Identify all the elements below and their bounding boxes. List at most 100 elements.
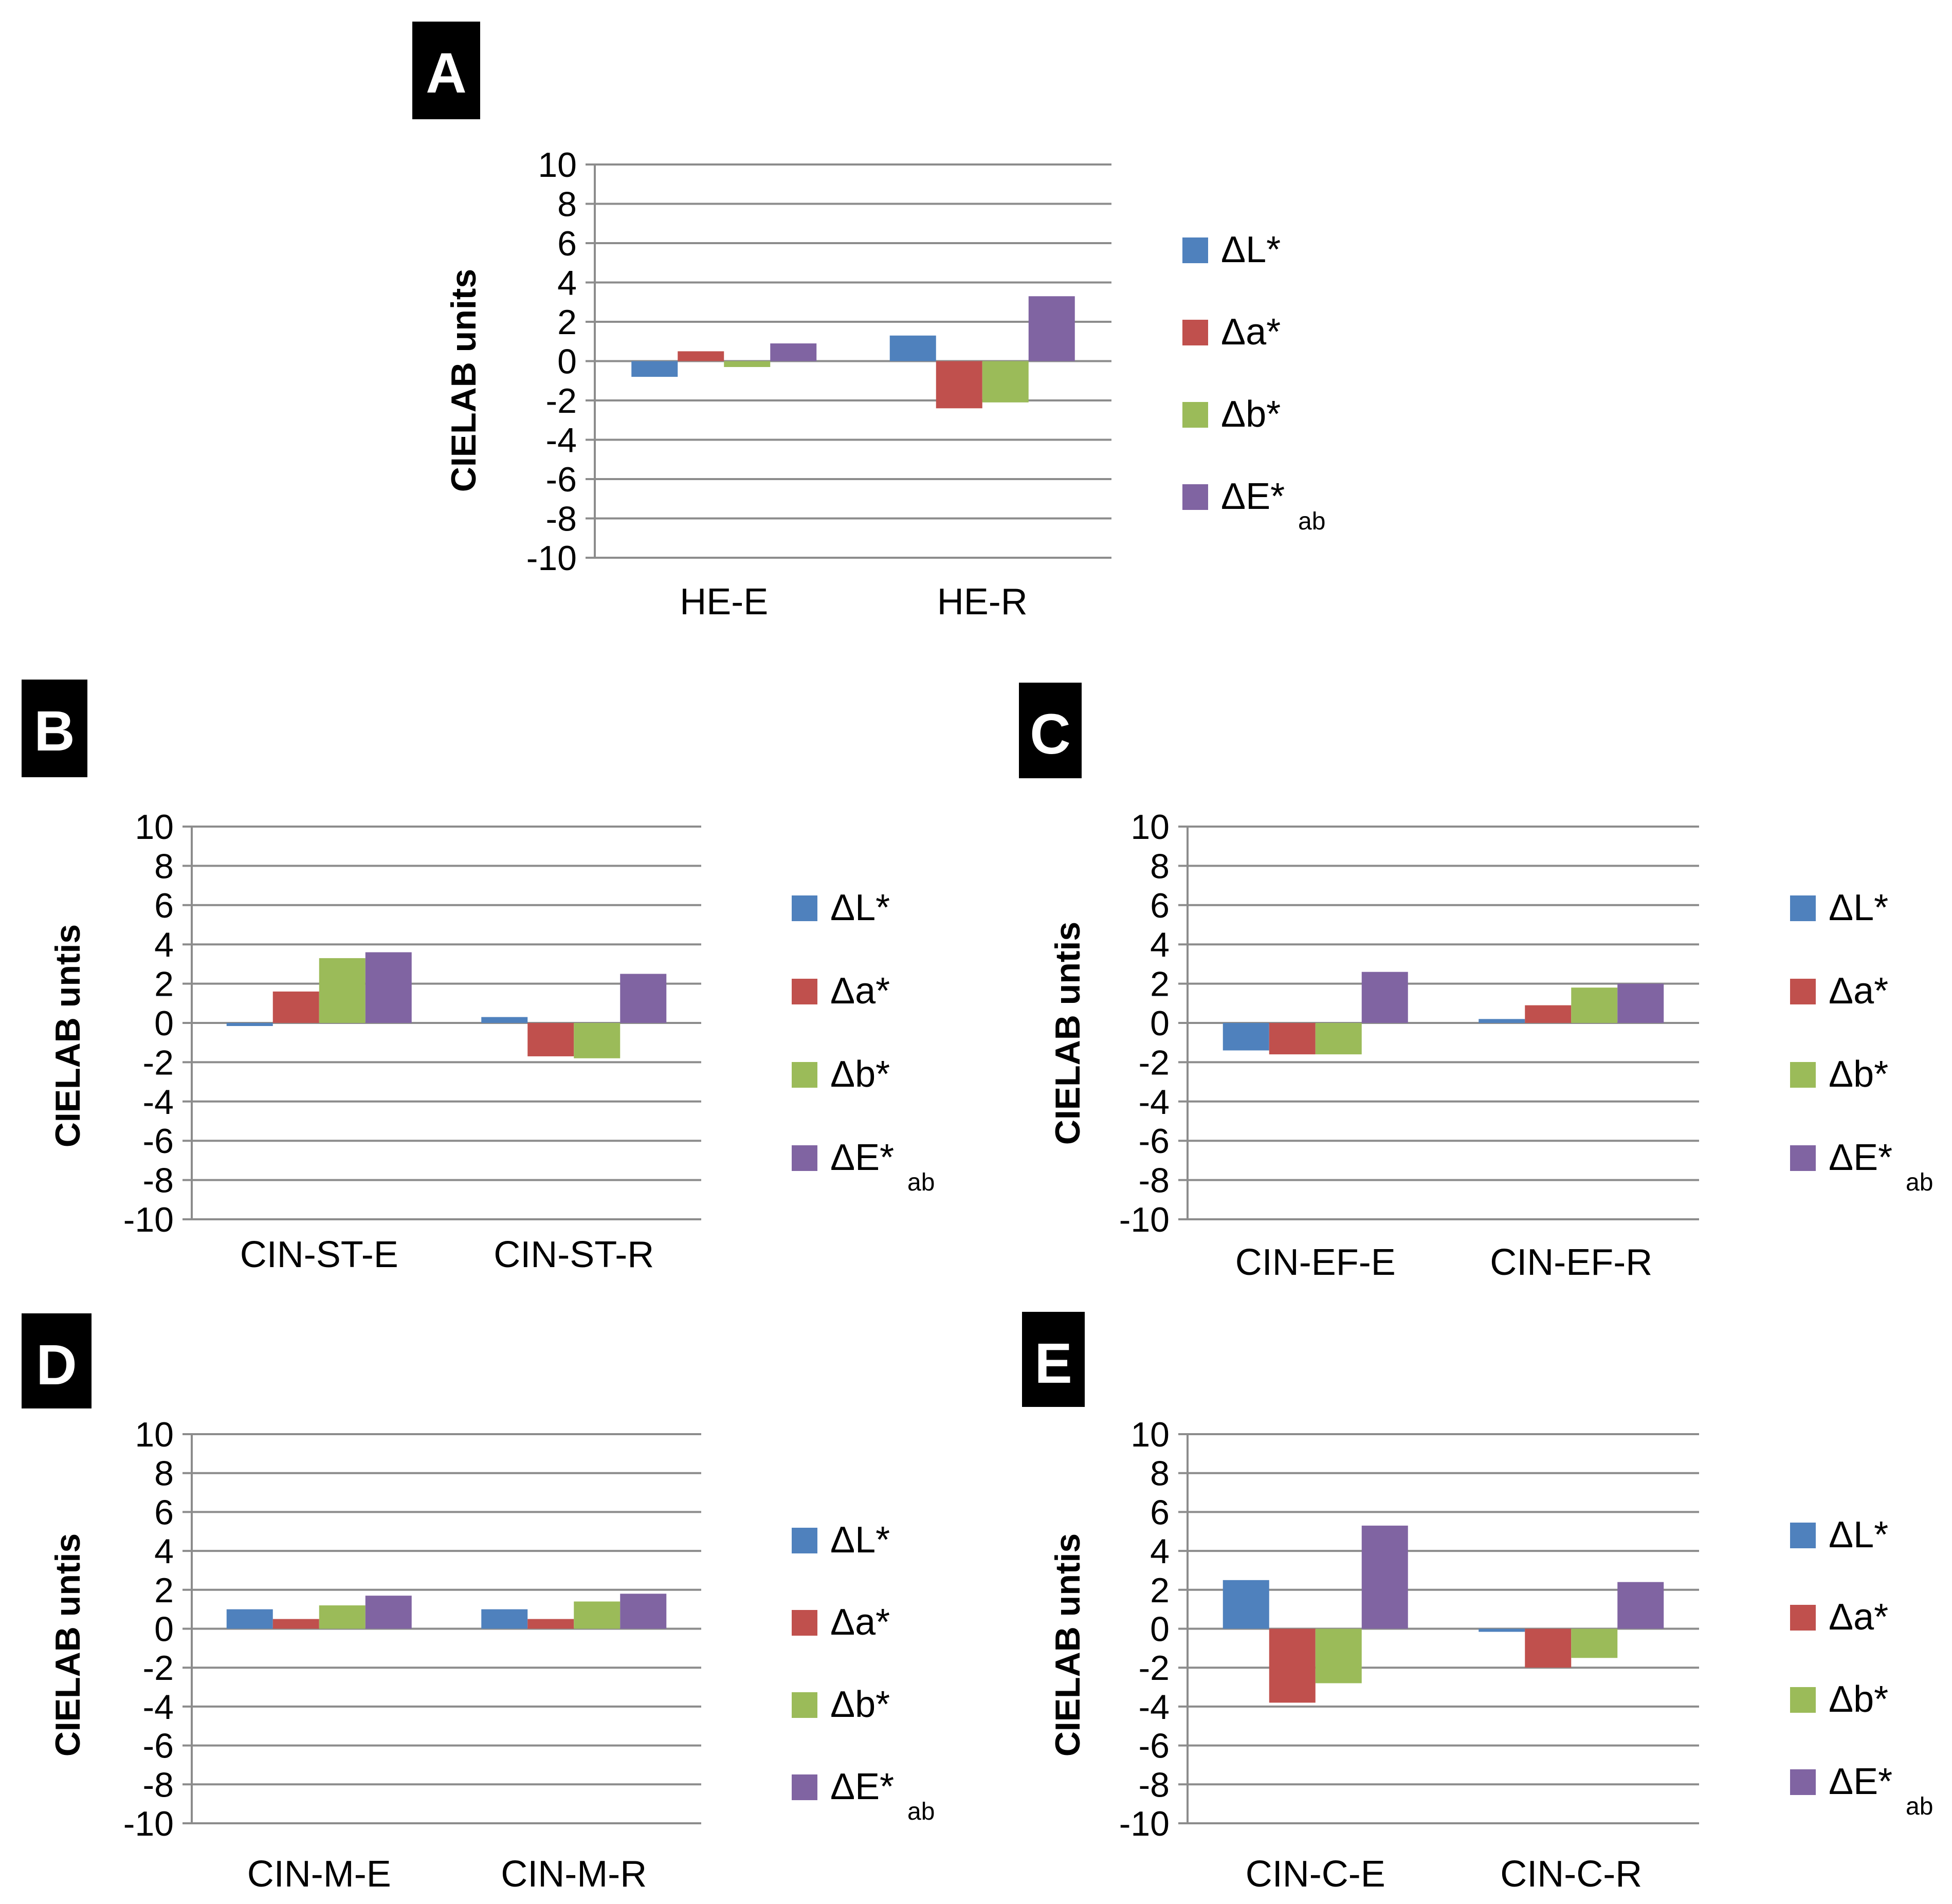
y-tick-label: -8 xyxy=(143,1765,174,1804)
x-category-label: CIN-M-E xyxy=(247,1854,391,1895)
x-category-label: CIN-M-R xyxy=(501,1854,647,1895)
y-tick-label: 6 xyxy=(1150,1493,1170,1532)
y-tick-label: 10 xyxy=(1130,1415,1170,1454)
x-category-label: CIN-EF-R xyxy=(1490,1242,1652,1283)
legend-label-2: Δa* xyxy=(830,1602,890,1643)
bar-cin-ef-e-series-1 xyxy=(1223,1023,1269,1051)
bar-cin-ef-e-series-3 xyxy=(1315,1023,1362,1055)
y-tick-label: -2 xyxy=(143,1043,174,1082)
y-tick-label: -4 xyxy=(1139,1083,1170,1122)
y-tick-label: -6 xyxy=(1139,1122,1170,1161)
bar-cin-st-e-series-1 xyxy=(226,1023,273,1026)
legend-label-4: ΔE* xyxy=(830,1137,894,1178)
y-tick-label: -4 xyxy=(143,1083,174,1122)
legend-label-3: Δb* xyxy=(830,1054,890,1095)
legend-swatch-3 xyxy=(792,1692,817,1718)
panel-label-box xyxy=(22,680,87,777)
y-tick-label: -2 xyxy=(546,381,577,420)
y-tick-label: -10 xyxy=(1119,1200,1170,1239)
legend-subscript-4: ab xyxy=(1906,1169,1933,1196)
legend-label-4: ΔE* xyxy=(1221,476,1285,517)
x-category-label: CIN-C-R xyxy=(1500,1854,1642,1895)
y-axis-label: CIELAB units xyxy=(444,269,483,492)
y-tick-label: 2 xyxy=(154,1571,174,1610)
y-tick-label: 2 xyxy=(1150,965,1170,1004)
bar-cin-m-e-series-2 xyxy=(272,1619,319,1629)
legend-label-1: ΔL* xyxy=(830,1519,890,1561)
legend-label-1: ΔL* xyxy=(1221,229,1281,270)
y-tick-label: 0 xyxy=(154,1610,174,1649)
x-category-label: CIN-ST-R xyxy=(494,1234,654,1275)
bar-cin-st-r-series-2 xyxy=(527,1023,574,1056)
legend-swatch-2 xyxy=(792,979,817,1004)
y-tick-label: -10 xyxy=(1119,1804,1170,1843)
y-tick-label: -6 xyxy=(1139,1727,1170,1766)
panel-label-box xyxy=(1019,683,1082,778)
legend-swatch-3 xyxy=(792,1062,817,1088)
y-tick-label: 10 xyxy=(538,145,577,185)
y-axis-label: CIELAB untis xyxy=(48,1533,87,1756)
bar-cin-m-r-series-3 xyxy=(574,1601,621,1629)
bar-he-e-series-1 xyxy=(631,361,678,377)
bar-he-r-series-3 xyxy=(982,361,1029,402)
bar-cin-c-r-series-3 xyxy=(1571,1628,1618,1658)
legend-swatch-4 xyxy=(792,1774,817,1800)
legend-label-1: ΔL* xyxy=(1829,887,1888,928)
legend-label-3: Δb* xyxy=(1829,1054,1888,1095)
y-tick-label: 2 xyxy=(557,303,577,342)
bar-cin-c-e-series-2 xyxy=(1269,1628,1316,1703)
legend-subscript-4: ab xyxy=(907,1798,935,1825)
y-tick-label: 6 xyxy=(557,224,577,263)
legend-label-1: ΔL* xyxy=(1829,1514,1888,1555)
bar-cin-c-e-series-4 xyxy=(1361,1525,1408,1629)
legend-swatch-1 xyxy=(1182,237,1208,263)
panel-label-box xyxy=(1022,1312,1085,1407)
bar-cin-m-r-series-4 xyxy=(620,1594,667,1629)
x-category-label: CIN-ST-E xyxy=(240,1234,398,1275)
legend-subscript-4: ab xyxy=(907,1169,935,1196)
y-tick-label: 8 xyxy=(1150,847,1170,886)
panel-label-box xyxy=(22,1313,92,1408)
legend-swatch-2 xyxy=(1182,320,1208,345)
y-tick-label: 4 xyxy=(557,264,577,303)
y-tick-label: 10 xyxy=(135,808,174,847)
legend-subscript-4: ab xyxy=(1298,508,1325,535)
y-tick-label: -4 xyxy=(546,421,577,460)
bar-cin-c-r-series-4 xyxy=(1617,1582,1664,1629)
y-tick-label: -6 xyxy=(143,1727,174,1766)
y-tick-label: 6 xyxy=(154,886,174,925)
panel-label: B xyxy=(34,700,75,763)
legend-swatch-2 xyxy=(1790,1605,1816,1631)
y-tick-label: 8 xyxy=(557,185,577,224)
legend-swatch-1 xyxy=(792,1528,817,1553)
legend-subscript-4: ab xyxy=(1906,1793,1933,1820)
y-tick-label: -6 xyxy=(143,1122,174,1161)
y-tick-label: -4 xyxy=(1139,1688,1170,1727)
legend-label-4: ΔE* xyxy=(830,1766,894,1807)
y-tick-label: -2 xyxy=(143,1649,174,1688)
y-tick-label: 0 xyxy=(557,342,577,381)
y-tick-label: 0 xyxy=(154,1004,174,1043)
y-tick-label: -4 xyxy=(143,1688,174,1727)
bar-cin-c-r-series-1 xyxy=(1479,1628,1525,1632)
y-tick-label: 0 xyxy=(1150,1004,1170,1043)
legend-swatch-4 xyxy=(1790,1769,1816,1795)
y-tick-label: -10 xyxy=(123,1804,174,1843)
legend-swatch-4 xyxy=(1790,1145,1816,1171)
legend-label-3: Δb* xyxy=(830,1684,890,1725)
y-axis-label: CIELAB untis xyxy=(1048,1533,1087,1756)
y-tick-label: 4 xyxy=(1150,1532,1170,1571)
bar-cin-ef-r-series-3 xyxy=(1571,987,1618,1023)
y-tick-label: -8 xyxy=(1139,1161,1170,1200)
y-tick-label: 8 xyxy=(1150,1454,1170,1493)
bar-he-r-series-4 xyxy=(1028,296,1075,361)
legend-label-4: ΔE* xyxy=(1829,1137,1892,1178)
panel-label-box xyxy=(412,22,480,119)
legend-swatch-3 xyxy=(1182,402,1208,428)
x-category-label: CIN-EF-E xyxy=(1235,1242,1396,1283)
